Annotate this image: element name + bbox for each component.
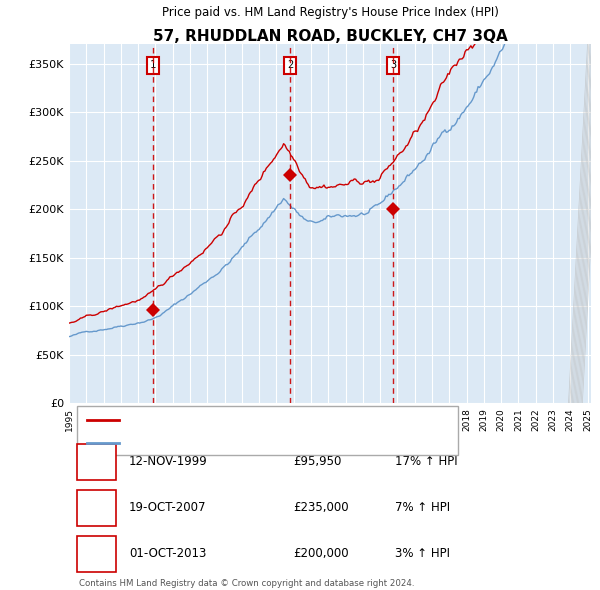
FancyBboxPatch shape bbox=[77, 444, 116, 480]
Text: 3: 3 bbox=[92, 548, 100, 560]
Text: 2: 2 bbox=[287, 60, 293, 70]
FancyBboxPatch shape bbox=[77, 490, 116, 526]
Text: 7% ↑ HPI: 7% ↑ HPI bbox=[395, 502, 451, 514]
FancyBboxPatch shape bbox=[77, 536, 116, 572]
Text: £235,000: £235,000 bbox=[293, 502, 349, 514]
Text: 3% ↑ HPI: 3% ↑ HPI bbox=[395, 548, 450, 560]
Text: £200,000: £200,000 bbox=[293, 548, 349, 560]
Text: 2: 2 bbox=[92, 502, 100, 514]
Text: 01-OCT-2013: 01-OCT-2013 bbox=[129, 548, 206, 560]
Text: £95,950: £95,950 bbox=[293, 455, 342, 468]
Text: 17% ↑ HPI: 17% ↑ HPI bbox=[395, 455, 458, 468]
Text: 19-OCT-2007: 19-OCT-2007 bbox=[129, 502, 206, 514]
Title: 57, RHUDDLAN ROAD, BUCKLEY, CH7 3QA: 57, RHUDDLAN ROAD, BUCKLEY, CH7 3QA bbox=[152, 30, 508, 44]
Text: 57, RHUDDLAN ROAD, BUCKLEY, CH7 3QA (detached house): 57, RHUDDLAN ROAD, BUCKLEY, CH7 3QA (det… bbox=[127, 415, 428, 425]
Text: HPI: Average price, detached house, Flintshire: HPI: Average price, detached house, Flin… bbox=[127, 438, 357, 448]
Text: 12-NOV-1999: 12-NOV-1999 bbox=[129, 455, 208, 468]
Text: Price paid vs. HM Land Registry's House Price Index (HPI): Price paid vs. HM Land Registry's House … bbox=[161, 6, 499, 19]
Text: Contains HM Land Registry data © Crown copyright and database right 2024.: Contains HM Land Registry data © Crown c… bbox=[79, 579, 415, 588]
Text: 3: 3 bbox=[390, 60, 396, 70]
Text: 1: 1 bbox=[92, 455, 100, 468]
Text: 1: 1 bbox=[150, 60, 157, 70]
FancyBboxPatch shape bbox=[77, 406, 458, 455]
